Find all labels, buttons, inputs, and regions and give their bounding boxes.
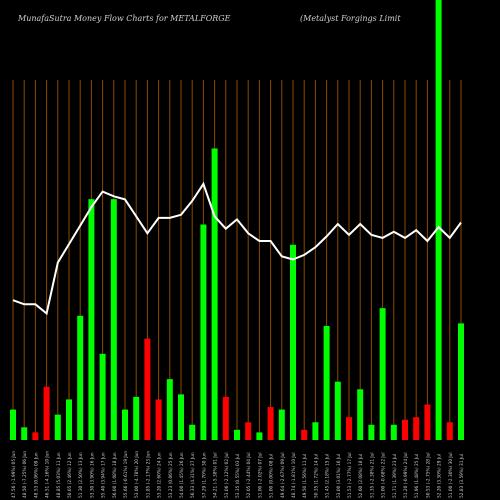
volume-bar [133,396,140,440]
volume-bar [245,422,252,440]
volume-bar [10,409,16,440]
volume-bar [234,429,240,440]
x-tick-label: 50.53 (-2.75%) 28 Jul [425,452,431,498]
volume-bar [88,199,95,440]
volume-bar [312,422,319,440]
volume-bar [32,432,39,440]
x-tick-label: 48.50 (-7.25%) 06 Jun [22,451,28,498]
volume-bar [222,396,229,440]
volume-bar [446,422,453,440]
x-tick-label: 49.64 (-2.67%) 09 Jul [280,452,286,498]
volume-bar [346,417,352,440]
volume-bar [267,407,274,440]
volume-bar [99,353,106,440]
volume-bar [144,338,151,440]
x-tick-label: 54.21 (-5.38%) 01 Jul [213,452,219,498]
x-tick-label: 51.53 (-2.77%) 17 Jul [347,452,353,498]
volume-bar [21,427,28,440]
x-tick-label: 48.53 (0.06%) 09 Jun [33,452,39,498]
volume-bar [66,399,72,440]
x-tick-label: 53.30 (3.90%) 16 Jun [89,452,95,498]
x-tick-label: 51.00 (0.00%) 08 Jul [269,454,275,498]
x-tick-label: 47.56 (-1.99%) 05 Jun [11,451,17,498]
volume-bar [43,386,50,440]
x-tick-label: 51.00 (-2.30%) 30 Jul [448,452,454,498]
chart-title: MunafaSutra Money Flow Charts for METALF… [18,14,231,23]
x-tick-label: 51.45 (2.18%) 15 Jul [325,454,331,498]
volume-bar [424,404,431,440]
x-tick-label: 54.00 (1.45%) 26 Jun [179,452,185,498]
x-tick-label: 53.00 (3.01%) 16 Jul [336,454,342,498]
x-tick-label: 52.05 (-2.44%) 04 Jul [246,452,252,498]
x-tick-label: 53.35 (0.55%) 03 Jul [235,454,241,498]
volume-bar [413,417,420,440]
volume-bars [10,0,464,441]
volume-bar [435,0,442,440]
chart-subtitle: (Metalyst Forgings Limit [300,14,401,23]
volume-bar [301,429,308,440]
volume-bar [402,419,408,440]
x-tick-label: 57.29 (1.70%) 30 Jun [201,452,207,498]
volume-bar [379,308,386,440]
x-tick-label: 51.30 (2.50%) 13 Jun [78,452,84,498]
volume-bar [54,414,61,440]
x-tick-label: 51.20 (-0.99%) 24 Jul [403,452,409,498]
price-series-line [12,181,462,316]
volume-bar [189,424,196,440]
x-tick-label: 50.35 (1.72%) 14 Jul [313,454,319,498]
x-tick-label: 56.33 (4.31%) 27 Jun [190,452,196,498]
volume-bar [77,315,84,440]
x-tick-label: 53.00 (-4.78%) 20 Jun [134,451,140,498]
x-tick-label: 52.60 (2.08%) 18 Jul [358,454,364,498]
volume-bar [357,389,364,440]
volume-bar [368,424,375,440]
x-tick-label: 51.85 (-2.17%) 23 Jun [145,451,151,498]
x-tick-label: 53.20 (2.60%) 24 Jun [157,452,163,498]
x-tick-label: 55.66 (-0.61%) 19 Jun [123,451,129,498]
x-tick-label: 51.00 (-0.68%) 22 Jul [381,452,387,498]
volume-bar [278,409,285,440]
volume-bar [334,381,341,440]
x-tick-label: 56.00 (1.08%) 18 Jun [112,452,118,498]
volume-bar [166,379,173,440]
x-tick-label: 48.85 (5.03%) 11 Jun [56,452,62,498]
volume-bar [122,409,128,440]
x-tick-label: 51.35 (-2.38%) 21 Jul [369,452,375,498]
volume-bar [178,394,184,440]
x-axis-labels: 47.56 (-1.99%) 05 Jun 48.50 (-7.25%) 06 J… [11,451,465,498]
x-tick-label: 51.96 (1.48%) 25 Jul [414,454,420,498]
x-tick-label: 55.40 (3.94%) 17 Jun [101,452,107,498]
x-tick-label: 51.71 (1.39%) 23 Jul [392,454,398,498]
x-tick-label: 53.23 (0.06%) 25 Jun [168,452,174,498]
volume-bar [211,148,218,441]
x-tick-label: 49.50 (1.56%) 11 Jul [302,454,308,498]
volume-bar [323,325,330,440]
x-tick-label: 52.83 (3.59%) 31 Jul [459,454,465,498]
volume-bar [458,323,464,440]
x-tick-label: 48.74 (-1.81%) 10 Jul [291,452,297,498]
x-tick-label: 50.05 (2.46%) 12 Jun [67,452,73,498]
volume-bar [256,432,263,440]
x-tick-label: 52.20 (3.30%) 29 Jul [437,454,443,498]
volume-bar [155,399,162,440]
x-tick-label: 46.51 (-4.16%) 10 Jun [45,451,51,498]
x-tick-label: 51.00 (-2.02%) 07 Jul [257,452,263,498]
volume-bar [390,424,397,440]
volume-bar [290,244,296,440]
price-line [12,181,462,316]
volume-bar [200,224,207,440]
x-tick-label: 53.06 (-2.12%) 02 Jul [224,452,230,498]
volume-bar [110,199,117,440]
